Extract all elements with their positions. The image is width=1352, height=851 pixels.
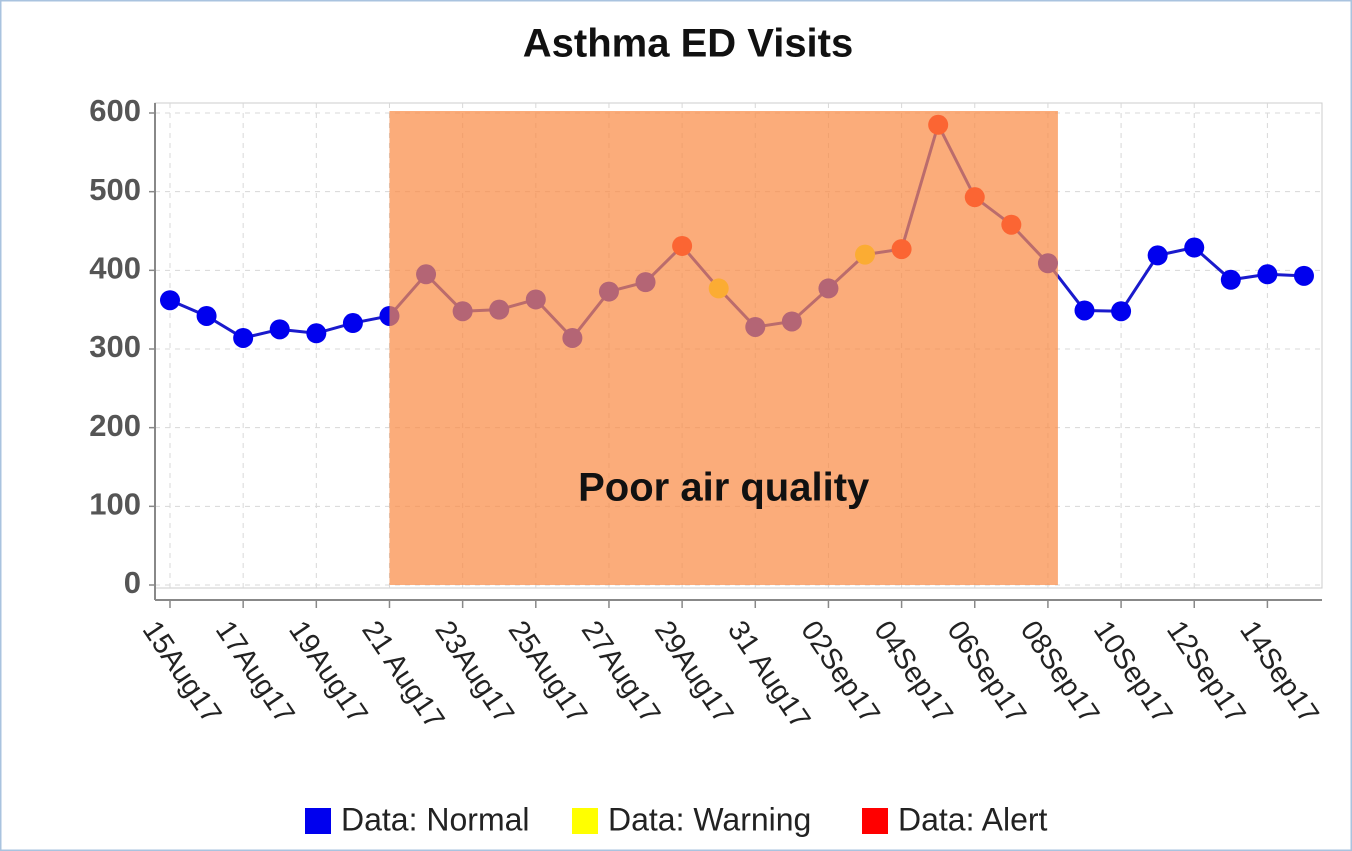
data-point <box>1111 301 1132 322</box>
legend-label: Data: Alert <box>898 801 1048 837</box>
y-tick-label: 400 <box>89 251 141 286</box>
data-point <box>1220 269 1241 290</box>
data-point <box>1074 300 1095 321</box>
y-tick-label: 500 <box>89 172 141 207</box>
data-point <box>1257 264 1278 285</box>
legend-label: Data: Normal <box>341 801 530 837</box>
highlight-label: Poor air quality <box>578 466 870 510</box>
y-tick-label: 0 <box>124 565 141 600</box>
highlight-band <box>389 111 1058 585</box>
legend-swatch <box>572 808 598 834</box>
legend-swatch <box>305 808 331 834</box>
data-point <box>160 290 180 311</box>
data-point <box>1184 237 1205 258</box>
data-point <box>306 323 327 344</box>
chart-title: Asthma ED Visits <box>523 22 854 66</box>
y-tick-label: 200 <box>89 408 141 443</box>
legend-swatch <box>862 808 888 834</box>
data-point <box>233 327 254 348</box>
y-tick-label: 600 <box>89 93 141 128</box>
data-point <box>342 313 363 334</box>
data-point <box>1147 245 1168 266</box>
data-point <box>269 319 290 340</box>
y-tick-label: 100 <box>89 487 141 522</box>
y-tick-label: 300 <box>89 329 141 364</box>
data-point <box>196 305 217 326</box>
data-point <box>1293 265 1314 286</box>
legend-label: Data: Warning <box>608 801 811 837</box>
